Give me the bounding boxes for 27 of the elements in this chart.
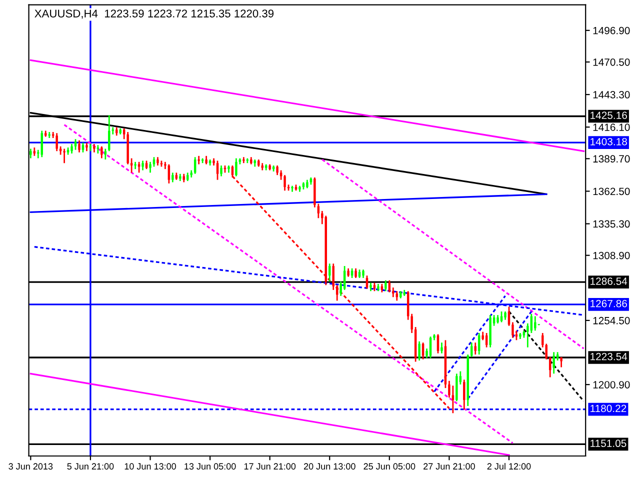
x-tick-label: 27 Jun 21:00: [424, 463, 475, 470]
ref-line-label: 1267.86: [590, 300, 627, 308]
y-tick-label: 1308.90: [593, 252, 630, 260]
chart-title: XAUUSD,H4 1223.59 1223.72 1215.35 1220.39: [34, 10, 274, 19]
y-tick-label: 1254.50: [593, 316, 630, 324]
x-tick-label: 5 Jun 21:00: [67, 463, 114, 470]
y-tick-label: 1470.50: [593, 58, 630, 66]
x-tick-label: 3 Jun 2013: [8, 463, 53, 470]
ref-line-label: 1180.22: [590, 404, 626, 412]
y-tick-label: 1496.90: [593, 26, 630, 34]
x-tick-label: 17 Jun 21:00: [244, 463, 296, 470]
y-tick-label: 1200.90: [593, 381, 630, 388]
ref-line-label: 1223.54: [590, 352, 628, 360]
x-tick-label: 2 Jul 12:00: [487, 462, 531, 470]
x-tick-label: 10 Jun 13:00: [124, 463, 176, 470]
y-tick-label: 1335.30: [593, 220, 630, 228]
x-tick-label: 20 Jun 13:00: [304, 463, 356, 470]
y-tick-label: 1362.50: [593, 188, 630, 196]
ref-line-label: 1403.18: [590, 138, 627, 146]
y-tick-label: 1416.10: [593, 124, 630, 131]
ref-line-label: 1151.05: [590, 440, 626, 448]
x-tick-label: 13 Jun 05:00: [184, 463, 236, 470]
y-tick-label: 1443.30: [593, 91, 630, 98]
ref-line-label: 1286.54: [590, 278, 628, 285]
x-tick-label: 25 Jun 05:00: [364, 463, 416, 470]
ref-line-label: 1425.16: [590, 112, 627, 120]
y-tick-label: 1389.70: [593, 155, 630, 163]
